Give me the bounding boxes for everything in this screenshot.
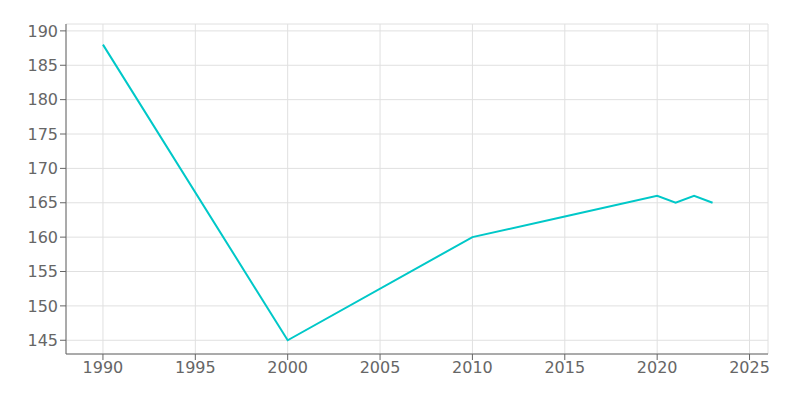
- svg-text:2010: 2010: [452, 358, 493, 377]
- svg-text:190: 190: [27, 22, 58, 41]
- svg-text:150: 150: [27, 297, 58, 316]
- svg-text:2025: 2025: [729, 358, 770, 377]
- svg-text:2005: 2005: [360, 358, 401, 377]
- svg-text:2020: 2020: [637, 358, 678, 377]
- svg-text:1995: 1995: [175, 358, 216, 377]
- svg-text:2015: 2015: [544, 358, 585, 377]
- svg-text:2000: 2000: [267, 358, 308, 377]
- svg-text:180: 180: [27, 90, 58, 109]
- svg-text:185: 185: [27, 56, 58, 75]
- svg-text:170: 170: [27, 159, 58, 178]
- svg-text:155: 155: [27, 262, 58, 281]
- svg-text:175: 175: [27, 125, 58, 144]
- svg-text:165: 165: [27, 193, 58, 212]
- svg-text:145: 145: [27, 331, 58, 350]
- svg-text:160: 160: [27, 228, 58, 247]
- svg-text:1990: 1990: [83, 358, 124, 377]
